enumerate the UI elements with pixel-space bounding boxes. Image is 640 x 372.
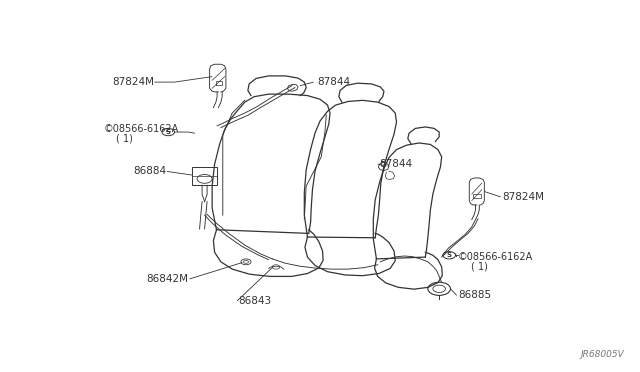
Text: JR68005V: JR68005V xyxy=(580,350,624,359)
Text: 87824M: 87824M xyxy=(112,77,154,87)
Text: 86885: 86885 xyxy=(458,291,491,300)
Text: ( 1): ( 1) xyxy=(470,262,488,272)
Text: S: S xyxy=(447,252,452,258)
Text: S: S xyxy=(166,129,171,135)
Text: 86884: 86884 xyxy=(133,166,166,176)
Text: 87824M: 87824M xyxy=(502,192,544,202)
Text: 86843: 86843 xyxy=(239,296,271,306)
Text: ©08566-6162A: ©08566-6162A xyxy=(458,252,533,262)
Bar xyxy=(192,167,217,185)
Text: 86842M: 86842M xyxy=(147,274,188,284)
Text: ©08566-6162A: ©08566-6162A xyxy=(104,125,179,135)
Text: 87844: 87844 xyxy=(380,159,413,169)
Text: ( 1): ( 1) xyxy=(116,134,133,144)
Text: 87844: 87844 xyxy=(317,77,350,87)
